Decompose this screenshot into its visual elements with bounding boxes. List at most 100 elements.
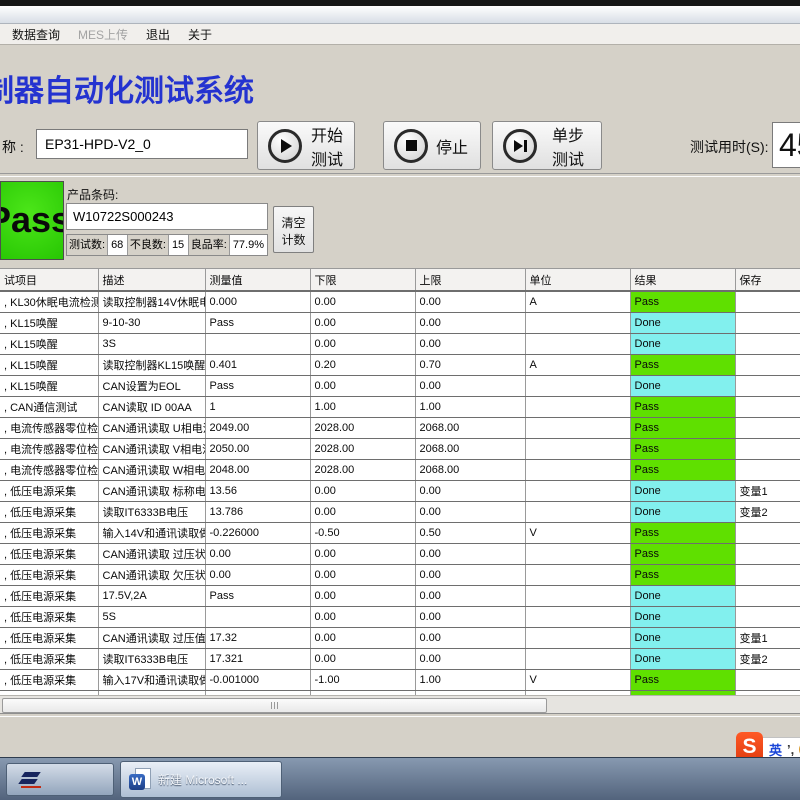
cell-desc: 5S (98, 606, 206, 628)
horizontal-scrollbar[interactable] (0, 695, 800, 714)
cell-unit (525, 564, 631, 586)
table-row[interactable]: , KL15唤醒 CAN设置为EOL Pass 0.00 0.00 Done (0, 375, 800, 397)
table-row[interactable]: , 电流传感器零位检测CAN通讯读取 U相电流AD(2049.002028.00… (0, 417, 800, 439)
cell-value: 17.321 (205, 648, 311, 670)
cell-item: , KL15唤醒 (0, 354, 99, 376)
cell-lower: 0.00 (310, 627, 416, 649)
cell-desc: 读取控制器14V休眠电流 (98, 291, 206, 313)
yield-label: 良品率: (188, 235, 230, 255)
cell-lower: 0.00 (310, 312, 416, 334)
cell-lower: 2028.00 (310, 459, 416, 481)
results-table-container: 试项目 描述 测量值 下限 上限 单位 结果 保存 , KL30休眠电流检测 读取控制器14V休… (0, 268, 800, 696)
column-header[interactable]: 试项目 (0, 269, 99, 292)
column-header[interactable]: 单位 (525, 269, 631, 292)
table-row[interactable]: , 低压电源采集 读取IT6333B电压 13.786 0.00 0.00 Done 变量2 (0, 501, 800, 523)
cell-result: Pass (630, 543, 736, 565)
cell-result: Pass (630, 522, 736, 544)
cell-item: , 电流传感器零位检测 (0, 459, 99, 481)
taskbar-app-button[interactable] (6, 763, 114, 796)
cell-desc: CAN通讯读取 过压状态 (98, 543, 206, 565)
cell-value: -0.226000 (205, 522, 311, 544)
column-header[interactable]: 测量值 (205, 269, 311, 292)
cell-unit (525, 396, 631, 418)
table-row[interactable]: , 电流传感器零位检测CAN通讯读取 V相电流AD(2050.002028.00… (0, 438, 800, 460)
table-header-row: 试项目 描述 测量值 下限 上限 单位 结果 保存 (0, 269, 800, 292)
cell-lower: 0.20 (310, 354, 416, 376)
cell-item: , 低压电源采集 (0, 501, 99, 523)
cell-desc: 读取控制器KL15唤醒电流 (98, 354, 206, 376)
table-row[interactable]: , 低压电源采集输入17V和通讯读取做差值-0.001000-1.001.00V… (0, 669, 800, 691)
cell-result: Pass (630, 396, 736, 418)
cell-unit (525, 627, 631, 649)
cell-unit (525, 375, 631, 397)
cell-unit (525, 459, 631, 481)
cell-value: 0.00 (205, 564, 311, 586)
scrollbar-thumb[interactable] (2, 698, 547, 713)
cell-unit (525, 480, 631, 502)
clear-counter-button[interactable]: 清空 计数 (273, 206, 314, 253)
ime-punctuation-mode[interactable]: ’, (787, 741, 795, 757)
fail-count-label: 不良数: (127, 235, 169, 255)
cell-value: Pass (205, 585, 311, 607)
table-row[interactable]: , 低压电源采集 5S 0.00 0.00 Done (0, 606, 800, 628)
table-row[interactable]: , KL15唤醒 3S 0.00 0.00 Done (0, 333, 800, 355)
cell-upper: 2068.00 (415, 438, 526, 460)
column-header[interactable]: 下限 (310, 269, 416, 292)
cell-value: 13.786 (205, 501, 311, 523)
barcode-input[interactable] (66, 203, 268, 230)
table-row[interactable]: , 低压电源采集输入14V和通讯读取做差值-0.226000-0.500.50V… (0, 522, 800, 544)
menu-item-mes-upload: MES上传 (78, 27, 129, 42)
ime-language-mode[interactable]: 英 (769, 742, 783, 758)
cell-value (205, 333, 311, 355)
table-row[interactable]: , KL15唤醒 9-10-30 Pass 0.00 0.00 Done (0, 312, 800, 334)
cell-unit (525, 333, 631, 355)
table-row[interactable]: , 低压电源采集 17.5V,2A Pass 0.00 0.00 Done (0, 585, 800, 607)
cell-result: Done (630, 648, 736, 670)
program-name-input[interactable] (36, 129, 248, 159)
menu-item-exit[interactable]: 退出 (146, 27, 171, 42)
single-step-test-button[interactable]: 单步测试 (492, 121, 602, 170)
column-header[interactable]: 上限 (415, 269, 526, 292)
cell-item: , KL30休眠电流检测 (0, 291, 99, 313)
column-header[interactable]: 描述 (98, 269, 206, 292)
taskbar-word-button[interactable]: W 新建 Microsoft ... (120, 761, 282, 798)
cell-upper: 1.00 (415, 396, 526, 418)
cell-save (735, 396, 800, 418)
divider (0, 713, 800, 717)
cell-lower: 0.00 (310, 648, 416, 670)
cell-value: Pass (205, 312, 311, 334)
cell-result: Done (630, 480, 736, 502)
cell-upper: 0.00 (415, 480, 526, 502)
menu-item-about[interactable]: 关于 (188, 27, 213, 42)
column-header[interactable]: 保存 (735, 269, 800, 292)
cell-upper: 0.70 (415, 354, 526, 376)
cell-value: 17.32 (205, 627, 311, 649)
cell-upper: 0.00 (415, 606, 526, 628)
menu-item-data-query[interactable]: 数据查询 (12, 27, 61, 42)
overall-result-indicator: Pass (0, 181, 64, 260)
table-row[interactable]: , 电流传感器零位检测CAN通讯读取 W相电流AD2048.002028.002… (0, 459, 800, 481)
cell-save (735, 354, 800, 376)
menubar: 数据查询 MES上传 退出 关于 (0, 24, 800, 45)
column-header[interactable]: 结果 (630, 269, 736, 292)
cell-item: , KL15唤醒 (0, 333, 99, 355)
cell-desc: CAN读取 ID 00AA (98, 396, 206, 418)
cell-desc: 9-10-30 (98, 312, 206, 334)
cell-upper: 0.00 (415, 312, 526, 334)
stop-button[interactable]: 停止 (383, 121, 481, 170)
cell-lower: 0.00 (310, 291, 416, 313)
cell-lower: 0.00 (310, 480, 416, 502)
cell-desc: CAN通讯读取 V相电流AD( (98, 438, 206, 460)
start-test-button[interactable]: 开始测试 (257, 121, 355, 170)
table-row[interactable]: , KL30休眠电流检测读取控制器14V休眠电流0.0000.000.00APa… (0, 291, 800, 313)
table-row[interactable]: , 低压电源采集 读取IT6333B电压 17.321 0.00 0.00 Done 变量2 (0, 648, 800, 670)
cell-unit (525, 606, 631, 628)
table-row[interactable]: , CAN通信测试 CAN读取 ID 00AA 1 1.00 1.00 Pass (0, 396, 800, 418)
cell-unit (525, 438, 631, 460)
